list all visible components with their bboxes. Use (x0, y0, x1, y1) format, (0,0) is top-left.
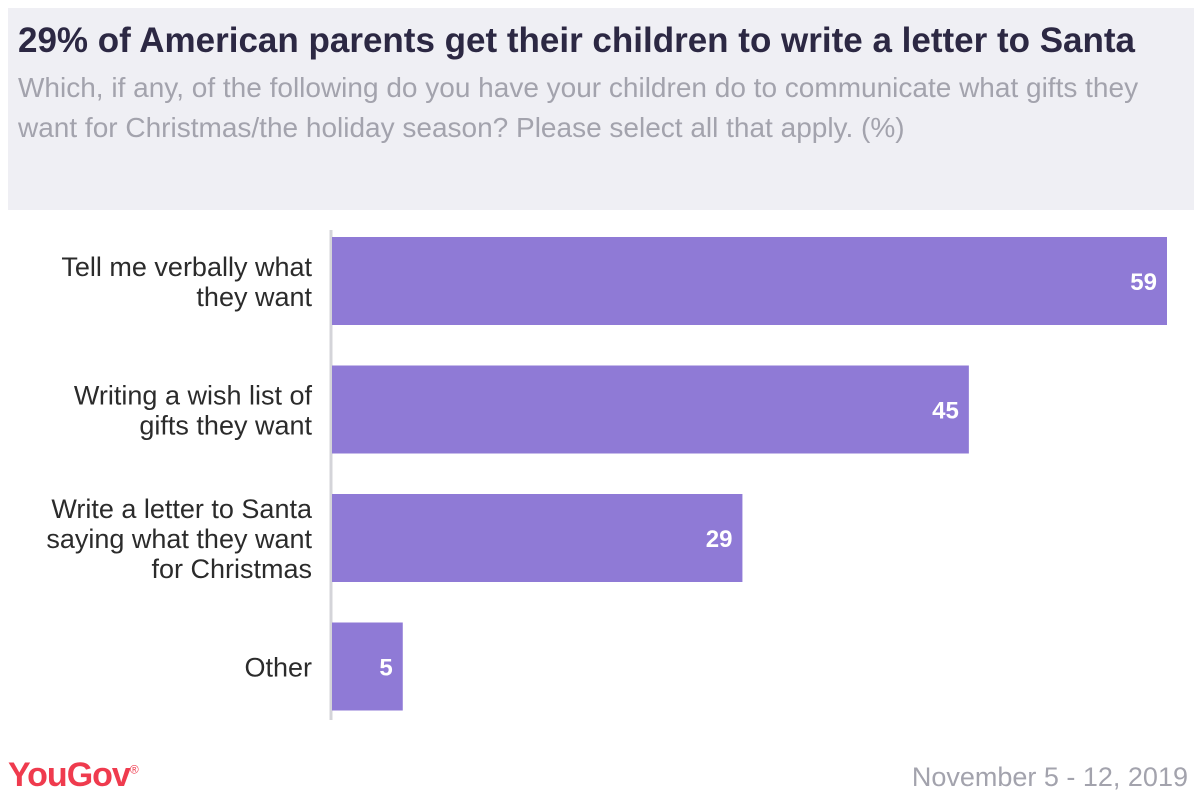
bar (332, 365, 969, 454)
bar-value-label: 29 (706, 526, 733, 553)
bar (332, 237, 1167, 325)
brand-name: YouGov (8, 756, 131, 794)
survey-date: November 5 - 12, 2019 (911, 762, 1188, 792)
category-label-line: Tell me verbally what (61, 252, 312, 282)
category-label-line: Other (244, 653, 312, 683)
bar-value-label: 45 (932, 398, 959, 425)
category-label-line: Write a letter to Santa (51, 494, 313, 524)
chart-header: 29% of American parents get their childr… (8, 8, 1194, 210)
bar (332, 622, 403, 711)
bar-chart: 59 Tell me verbally what they want 45 Writin… (46, 230, 1167, 720)
category-label-line: they want (196, 282, 312, 312)
chart-subtitle: Which, if any, of the following do you h… (18, 72, 1139, 143)
bar-value-label: 59 (1130, 269, 1157, 296)
category-label: Tell me verbally what they want (61, 252, 312, 312)
category-label-line: saying what they want (46, 524, 312, 554)
bar (332, 494, 743, 582)
category-label-line: for Christmas (151, 554, 312, 584)
chart-title: 29% of American parents get their childr… (18, 21, 1136, 60)
category-label-line: Writing a wish list of (74, 381, 313, 411)
bar-value-label: 5 (379, 655, 392, 682)
category-label-line: gifts they want (139, 411, 312, 441)
category-label: Writing a wish list of gifts they want (74, 381, 313, 441)
yougov-logo: YouGov® (8, 756, 139, 794)
category-label: Other (244, 653, 312, 683)
category-label: Write a letter to Santa saying what they … (46, 494, 313, 584)
